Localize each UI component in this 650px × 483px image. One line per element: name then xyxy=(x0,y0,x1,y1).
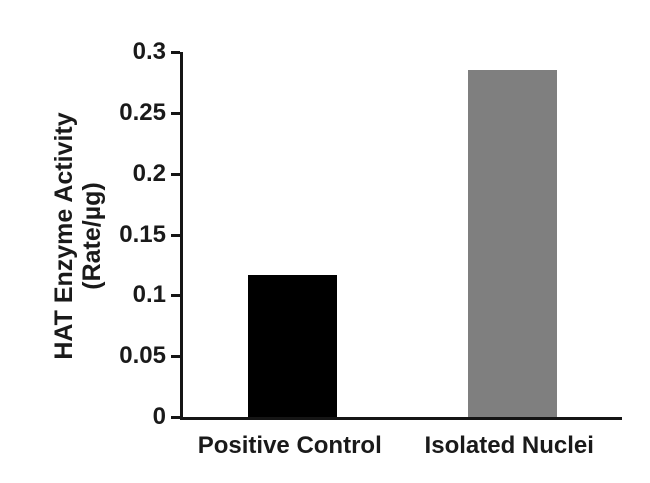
bar-0 xyxy=(248,274,338,417)
y-tick-label-0: 0 xyxy=(152,403,166,430)
y-tick-label-3: 0.15 xyxy=(119,220,166,248)
x-axis-category-labels: Positive Control Isolated Nuclei xyxy=(180,432,622,467)
y-tick-label-2: 0.1 xyxy=(132,281,166,309)
y-tick-mark-1 xyxy=(171,355,180,359)
y-tick-mark-5 xyxy=(171,111,180,115)
plot-area: 0 0.05 0.1 0.15 0.2 0.25 0.3 xyxy=(119,40,622,429)
x-category-label-1: Isolated Nuclei xyxy=(424,432,594,459)
y-tick-mark-6 xyxy=(171,51,180,54)
y-tick-label-5: 0.25 xyxy=(119,98,166,126)
x-category-label-0: Positive Control xyxy=(197,432,382,459)
bar-1 xyxy=(467,70,557,417)
y-tick-mark-3 xyxy=(171,233,180,237)
y-tick-mark-0 xyxy=(171,416,180,419)
y-tick-label-4: 0.2 xyxy=(132,159,166,187)
y-tick-label-1: 0.05 xyxy=(119,342,166,370)
y-tick-mark-4 xyxy=(171,172,180,176)
y-tick-label-6: 0.3 xyxy=(132,38,166,65)
y-axis-title-line1: HAT Enzyme Activity xyxy=(50,112,78,360)
y-tick-mark-2 xyxy=(171,294,180,298)
